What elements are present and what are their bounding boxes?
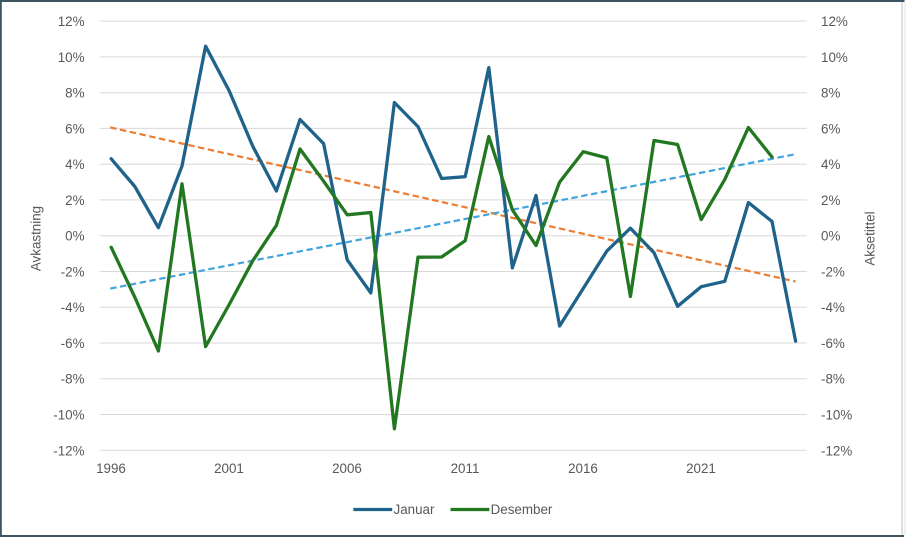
svg-text:12%: 12% xyxy=(821,14,848,29)
svg-text:8%: 8% xyxy=(821,86,840,101)
svg-text:-6%: -6% xyxy=(821,336,845,351)
svg-text:2001: 2001 xyxy=(214,461,244,476)
svg-text:-10%: -10% xyxy=(53,408,84,423)
svg-text:2011: 2011 xyxy=(451,461,480,476)
svg-text:2006: 2006 xyxy=(332,461,362,476)
svg-text:0%: 0% xyxy=(821,229,840,244)
svg-text:4%: 4% xyxy=(65,157,84,172)
svg-text:4%: 4% xyxy=(821,157,840,172)
svg-text:2016: 2016 xyxy=(568,461,598,476)
svg-text:-12%: -12% xyxy=(821,443,852,458)
svg-text:12%: 12% xyxy=(58,14,85,29)
svg-text:6%: 6% xyxy=(821,121,840,136)
svg-text:-8%: -8% xyxy=(61,372,85,387)
svg-text:-12%: -12% xyxy=(53,443,84,458)
svg-text:Desember: Desember xyxy=(491,502,553,517)
svg-text:-10%: -10% xyxy=(821,408,852,423)
svg-text:-8%: -8% xyxy=(821,372,845,387)
svg-text:-4%: -4% xyxy=(821,300,845,315)
svg-text:8%: 8% xyxy=(65,86,84,101)
svg-text:6%: 6% xyxy=(65,121,84,136)
svg-text:0%: 0% xyxy=(65,229,84,244)
svg-text:1996: 1996 xyxy=(96,461,126,476)
svg-text:10%: 10% xyxy=(821,50,848,65)
svg-text:2%: 2% xyxy=(65,193,84,208)
svg-text:-4%: -4% xyxy=(61,300,85,315)
svg-text:10%: 10% xyxy=(58,50,85,65)
svg-text:Aksetittel: Aksetittel xyxy=(863,211,878,265)
svg-text:-2%: -2% xyxy=(61,265,85,280)
svg-text:Januar: Januar xyxy=(394,502,435,517)
svg-text:Avkastning: Avkastning xyxy=(29,206,44,271)
svg-text:2021: 2021 xyxy=(686,461,716,476)
svg-text:-6%: -6% xyxy=(61,336,85,351)
svg-text:2%: 2% xyxy=(821,193,840,208)
svg-text:-2%: -2% xyxy=(821,265,845,280)
